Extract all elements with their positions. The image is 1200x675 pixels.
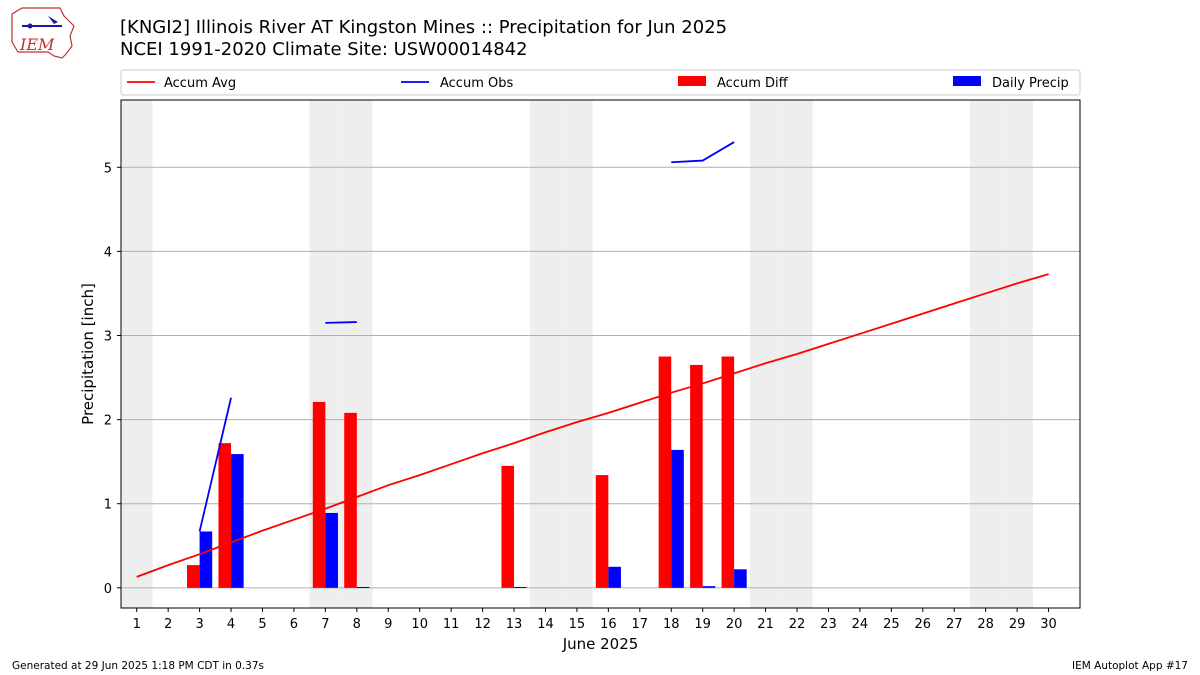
x-tick-label: 15 [569, 617, 586, 632]
x-tick-label: 10 [411, 617, 428, 632]
y-tick-label: 3 [104, 329, 112, 344]
chart-title: [KNGI2] Illinois River AT Kingston Mines… [120, 17, 727, 61]
y-tick-label: 1 [104, 498, 112, 513]
x-tick-label: 6 [290, 617, 298, 632]
accum-diff-bar [312, 401, 326, 588]
daily-precip-bar [199, 531, 213, 588]
accum-obs-line [325, 321, 357, 324]
x-tick-label: 30 [1040, 617, 1057, 632]
accum-obs-line [198, 397, 232, 532]
daily-precip-bar [325, 512, 338, 588]
y-tick-label: 2 [104, 414, 112, 429]
x-tick-label: 21 [757, 617, 774, 632]
x-tick-label: 28 [977, 617, 994, 632]
legend-box [120, 69, 1081, 96]
weekend-shade [121, 100, 153, 608]
weekend-shade [561, 100, 593, 608]
daily-precip-bar [671, 449, 684, 588]
x-tick-label: 3 [195, 617, 203, 632]
daily-precip-bar [608, 566, 621, 588]
x-tick-label: 25 [883, 617, 900, 632]
x-tick-label: 20 [726, 617, 743, 632]
y-tick-label: 4 [104, 245, 112, 260]
accum-diff-bar [501, 465, 515, 588]
daily-precip-bar [514, 586, 527, 588]
x-tick-label: 19 [694, 617, 711, 632]
legend-label-accum-diff: Accum Diff [717, 76, 789, 91]
x-tick-label: 18 [663, 617, 680, 632]
x-tick-label: 27 [946, 617, 963, 632]
weekend-shade [749, 100, 782, 608]
x-tick-label: 22 [789, 617, 806, 632]
generated-timestamp: Generated at 29 Jun 2025 1:18 PM CDT in … [12, 660, 265, 672]
x-tick-label: 13 [506, 617, 523, 632]
x-tick-label: 26 [915, 617, 932, 632]
x-tick-label: 1 [133, 617, 141, 632]
x-tick-label: 14 [537, 617, 554, 632]
accum-diff-bar [690, 364, 703, 588]
accum-diff-bar [218, 443, 232, 588]
plot-frame [120, 99, 1081, 609]
accum-avg-line [136, 273, 1049, 578]
legend-label-accum-obs: Accum Obs [440, 76, 513, 91]
x-tick-label: 9 [384, 617, 392, 632]
legend-swatch-accum-diff [678, 76, 706, 86]
x-axis-label: June 2025 [562, 635, 639, 653]
x-tick-label: 2 [164, 617, 172, 632]
x-tick-label: 5 [258, 617, 266, 632]
weekend-shade [529, 100, 562, 608]
x-tick-label: 12 [474, 617, 491, 632]
x-tick-label: 24 [852, 617, 869, 632]
daily-precip-bar [231, 454, 244, 588]
title-line-2: NCEI 1991-2020 Climate Site: USW00014842 [120, 39, 528, 60]
accum-diff-bar [344, 412, 357, 588]
y-tick-label: 0 [104, 582, 112, 597]
x-tick-label: 7 [321, 617, 329, 632]
legend-label-daily-precip: Daily Precip [992, 76, 1069, 91]
svg-text:IEM: IEM [19, 35, 55, 54]
title-line-1: [KNGI2] Illinois River AT Kingston Mines… [120, 17, 728, 38]
legend-label-accum-avg: Accum Avg [164, 76, 236, 91]
x-tick-label: 16 [600, 617, 617, 632]
weekend-shade [969, 100, 1002, 608]
accum-diff-bar [721, 356, 735, 588]
y-axis-label: Precipitation [inch] [79, 283, 97, 425]
app-label: IEM Autoplot App #17 [1072, 660, 1188, 672]
y-tick-label: 5 [104, 161, 112, 176]
daily-precip-bar [356, 586, 370, 588]
accum-diff-bar [595, 475, 609, 588]
accum-diff-bar [187, 565, 200, 588]
x-tick-label: 23 [820, 617, 837, 632]
accum-obs-line [671, 141, 735, 164]
x-tick-label: 11 [443, 617, 460, 632]
x-tick-label: 8 [353, 617, 361, 632]
weekend-shade [1001, 100, 1033, 608]
x-tick-label: 29 [1009, 617, 1026, 632]
daily-precip-bar [702, 586, 716, 588]
iem-logo: IEM [8, 6, 80, 60]
accum-diff-bar [658, 356, 672, 588]
daily-precip-bar [734, 569, 747, 588]
legend-swatch-daily-precip [953, 76, 981, 86]
x-tick-label: 4 [227, 617, 235, 632]
x-tick-label: 17 [632, 617, 649, 632]
